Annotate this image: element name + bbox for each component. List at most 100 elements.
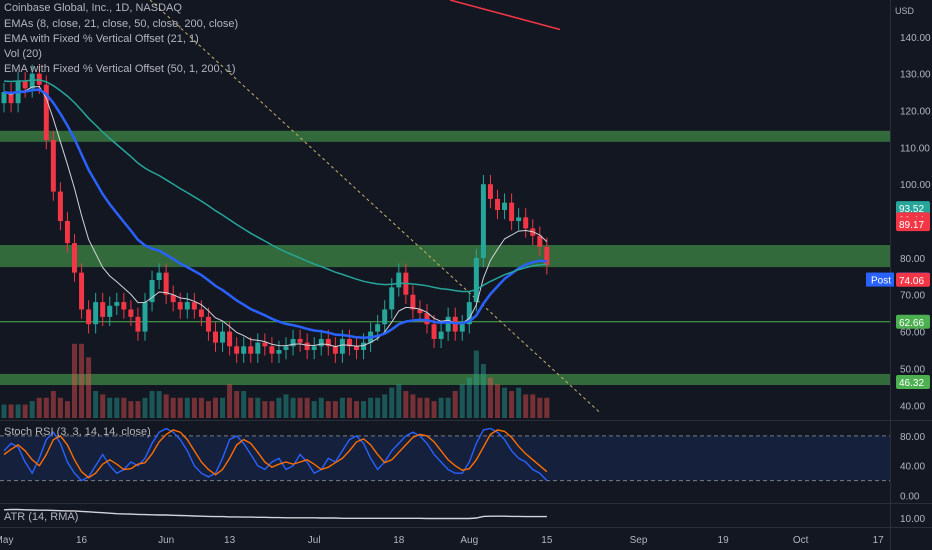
candle-body bbox=[128, 309, 134, 317]
candle-body bbox=[544, 246, 550, 266]
volume-bar bbox=[156, 391, 162, 418]
volume-bar bbox=[502, 387, 508, 418]
volume-bar bbox=[184, 397, 190, 418]
ema-8-line bbox=[3, 85, 548, 348]
candle-body bbox=[135, 316, 141, 332]
time-tick-label: 15 bbox=[541, 535, 553, 546]
volume-bar bbox=[135, 401, 141, 418]
volume-bar bbox=[29, 401, 35, 418]
stoch-tick-label: 40.00 bbox=[900, 462, 925, 473]
price-tick-label: 100.00 bbox=[900, 180, 931, 191]
candle-body bbox=[424, 313, 430, 325]
candle-body bbox=[487, 184, 493, 199]
candle-body bbox=[227, 331, 233, 347]
atr-label[interactable]: ATR (14, RMA) bbox=[4, 511, 79, 523]
indicator-ema-offset-50[interactable]: EMA with Fixed % Vertical Offset (50, 1,… bbox=[4, 63, 236, 75]
candle-body bbox=[431, 324, 437, 339]
volume-bar bbox=[382, 394, 388, 418]
price-tag: 46.32 bbox=[899, 378, 924, 389]
volume-bar bbox=[368, 397, 374, 418]
price-tick-label: 120.00 bbox=[900, 107, 931, 118]
candle-body bbox=[255, 342, 261, 354]
candle-body bbox=[354, 346, 359, 350]
stoch-tick-label: 80.00 bbox=[900, 432, 925, 443]
price-tag-box bbox=[896, 374, 930, 389]
candle-body bbox=[311, 346, 317, 350]
volume-bar bbox=[389, 387, 395, 418]
candle-body bbox=[72, 243, 77, 273]
volume-bar bbox=[269, 401, 275, 418]
volume-bar bbox=[459, 384, 465, 418]
candle-body bbox=[438, 331, 444, 339]
time-tick-label: 19 bbox=[718, 535, 730, 546]
candle-body bbox=[290, 338, 296, 347]
volume-bar bbox=[220, 397, 226, 418]
volume-bar bbox=[93, 391, 99, 418]
price-tag-box bbox=[896, 217, 930, 232]
candle-body bbox=[516, 217, 522, 222]
price-tick-label: 130.00 bbox=[900, 70, 931, 81]
candle-body bbox=[93, 302, 99, 325]
volume-bar bbox=[417, 397, 423, 418]
stoch-rsi-label[interactable]: Stoch RSI (3, 3, 14, 14, close) bbox=[4, 426, 151, 438]
volume-bar bbox=[487, 377, 493, 418]
price-tag-box bbox=[896, 272, 930, 287]
price-tick-label: 50.00 bbox=[900, 364, 925, 375]
support-zone bbox=[0, 245, 890, 268]
price-tick-label: 40.00 bbox=[900, 401, 925, 412]
volume-bar bbox=[523, 394, 529, 418]
candle-body bbox=[191, 302, 197, 310]
ema-50-line bbox=[3, 79, 547, 293]
volume-bar bbox=[50, 391, 56, 418]
candle-body bbox=[22, 81, 28, 89]
volume-bar bbox=[311, 401, 317, 418]
time-tick-label: 17 bbox=[873, 535, 885, 546]
volume-bar bbox=[57, 397, 63, 418]
volume-bar bbox=[64, 401, 70, 418]
candle-body bbox=[170, 294, 176, 303]
chart-title[interactable]: Coinbase Global, Inc., 1D, NASDAQ bbox=[4, 2, 182, 14]
candle-body bbox=[410, 294, 416, 310]
candle-body bbox=[248, 346, 254, 354]
volume-bar bbox=[452, 391, 458, 418]
candle-body bbox=[389, 287, 395, 310]
indicator-emas[interactable]: EMAs (8, close, 21, close, 50, close, 20… bbox=[4, 18, 239, 30]
time-tick-label: Aug bbox=[460, 535, 478, 546]
volume-bar bbox=[114, 397, 120, 418]
volume-bar bbox=[516, 387, 522, 418]
candle-body bbox=[375, 324, 381, 332]
candle-body bbox=[142, 302, 148, 332]
volume-bar bbox=[438, 397, 444, 418]
candle-body bbox=[480, 184, 486, 258]
candle-body bbox=[537, 235, 543, 247]
price-tick-label: 140.00 bbox=[900, 33, 931, 44]
volume-bar bbox=[121, 397, 127, 418]
volume-bar bbox=[509, 391, 515, 418]
volume-bar bbox=[1, 404, 7, 418]
candle-body bbox=[8, 92, 14, 104]
volume-bar bbox=[473, 350, 479, 418]
price-tick-label: 60.00 bbox=[900, 328, 925, 339]
candle-body bbox=[234, 346, 240, 354]
volume-bar bbox=[170, 397, 176, 418]
time-tick-label: 16 bbox=[76, 535, 88, 546]
candle-body bbox=[283, 346, 289, 350]
candle-body bbox=[64, 221, 70, 244]
indicator-volume[interactable]: Vol (20) bbox=[4, 48, 42, 60]
volume-bar bbox=[15, 404, 21, 418]
currency-label: USD bbox=[894, 6, 914, 16]
price-tag: 93.52 bbox=[899, 204, 924, 215]
indicator-ema-offset-21[interactable]: EMA with Fixed % Vertical Offset (21, 1) bbox=[4, 33, 199, 45]
volume-bar bbox=[213, 397, 218, 418]
candle-body bbox=[318, 338, 324, 347]
candle-body bbox=[149, 280, 155, 303]
volume-bar bbox=[290, 397, 296, 418]
candle-body bbox=[502, 202, 508, 210]
time-tick-label: 13 bbox=[224, 535, 236, 546]
volume-bar bbox=[466, 377, 472, 418]
volume-bar bbox=[22, 404, 28, 418]
candle-body bbox=[86, 309, 92, 325]
candle-body bbox=[177, 302, 183, 310]
